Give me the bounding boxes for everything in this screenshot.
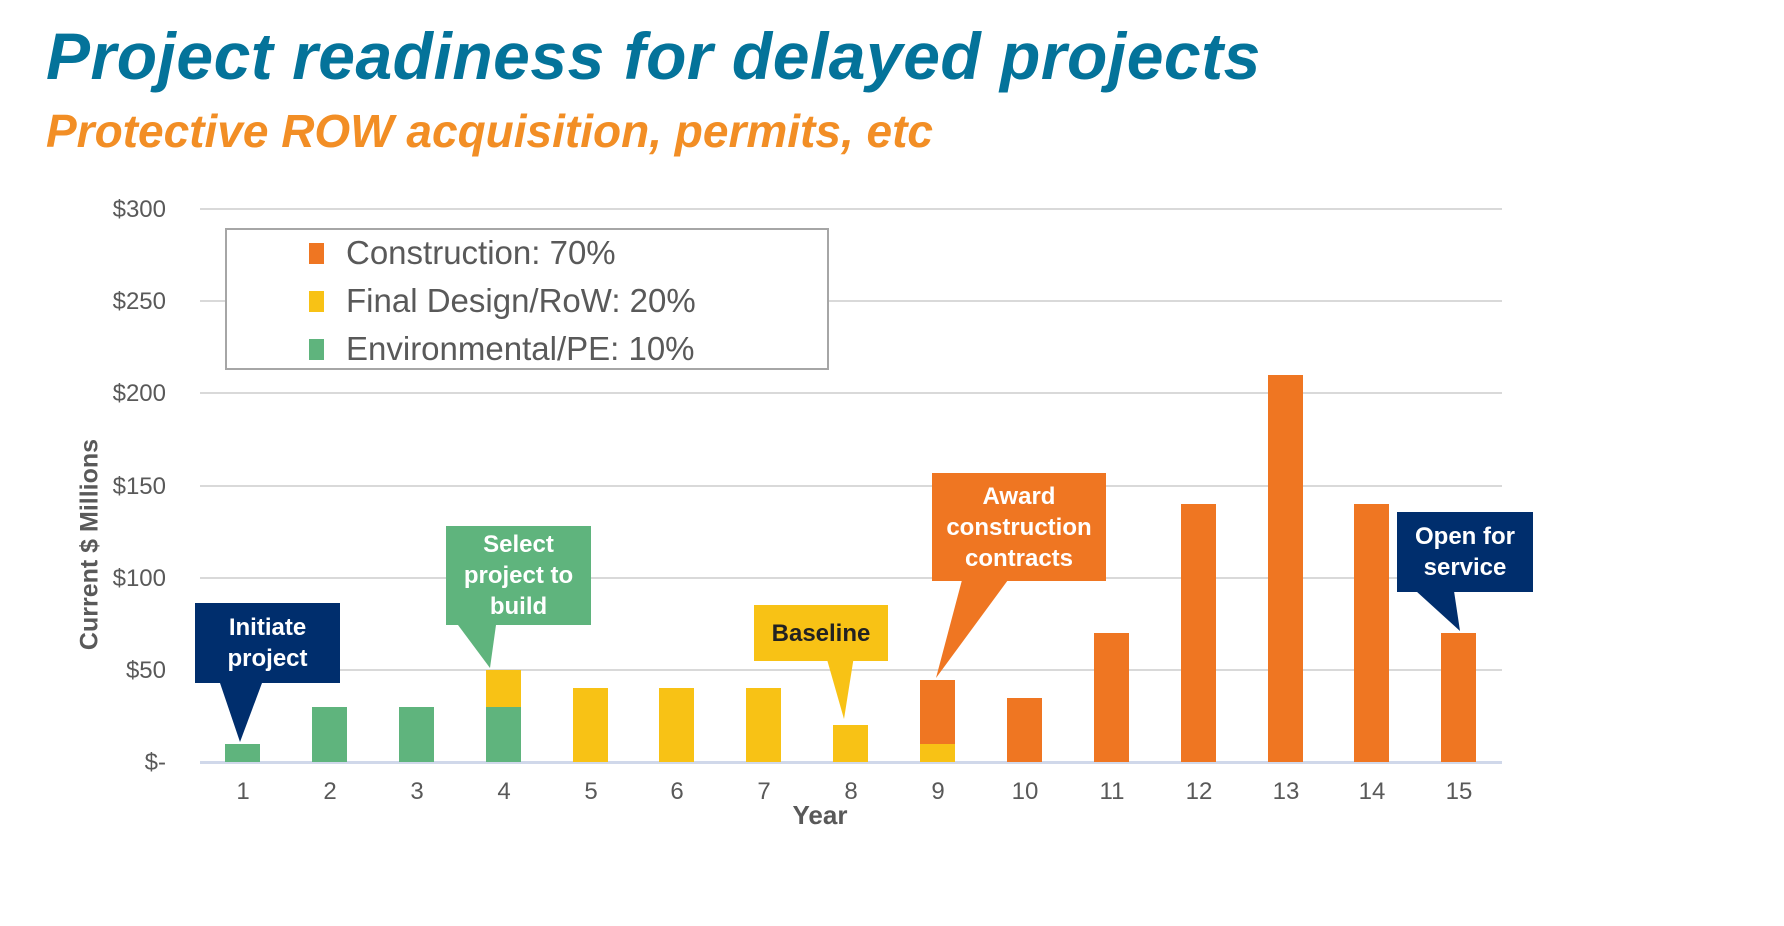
x-tick: 14 — [1358, 778, 1386, 805]
bar-final-design-year-8 — [833, 725, 868, 762]
y-axis-label: Current $ Millions — [75, 438, 104, 651]
legend-label: Environmental/PE: 10% — [346, 330, 695, 367]
legend-label: Construction: 70% — [346, 234, 616, 271]
y-tick: $- — [144, 749, 166, 776]
x-tick: 3 — [410, 778, 424, 805]
x-tick: 1 — [236, 778, 250, 805]
callout-text: Open for service — [1415, 523, 1515, 581]
x-tick: 4 — [497, 778, 511, 805]
x-tick: 13 — [1272, 778, 1300, 805]
x-tick: 12 — [1185, 778, 1213, 805]
gridline-250 — [200, 300, 1502, 302]
x-axis-line — [200, 761, 1502, 764]
gridline-50 — [200, 669, 1502, 671]
x-axis-label: Year — [792, 800, 848, 830]
bar-environmental-year-3 — [399, 707, 434, 762]
x-tick: 7 — [757, 778, 771, 805]
x-tick: 15 — [1445, 778, 1473, 805]
bar-final-design-year-4 — [486, 670, 521, 707]
slide-title: Project readiness for delayed projects — [46, 19, 1261, 93]
x-tick: 8 — [844, 778, 858, 805]
bar-final-design-year-5 — [573, 688, 608, 762]
y-tick: $250 — [112, 288, 166, 315]
bar-final-design-year-6 — [659, 688, 694, 762]
bar-construction-year-14 — [1354, 504, 1389, 762]
callout-award-contracts: Award construction contracts — [932, 473, 1106, 581]
legend-label: Final Design/RoW: 20% — [346, 282, 696, 319]
legend-swatch-environmental — [309, 338, 324, 360]
x-tick: 10 — [1011, 778, 1039, 805]
callout-baseline: Baseline — [754, 605, 888, 661]
legend-item-construction: Construction: 70% — [309, 234, 616, 272]
legend-swatch-construction — [309, 242, 324, 264]
y-tick: $100 — [112, 565, 166, 592]
legend-swatch-final-design — [309, 290, 324, 312]
bar-final-design-year-7 — [746, 688, 781, 762]
bar-construction-year-9 — [920, 680, 955, 744]
bar-construction-year-15 — [1441, 633, 1476, 762]
bar-construction-year-10 — [1007, 698, 1042, 762]
slide-subtitle: Protective ROW acquisition, permits, etc — [46, 105, 933, 157]
gridline-100 — [200, 577, 1502, 579]
callout-text: Initiate project — [227, 614, 308, 672]
bar-construction-year-13 — [1268, 375, 1303, 762]
y-tick: $300 — [112, 196, 166, 223]
bar-construction-year-11 — [1094, 633, 1129, 762]
x-tick: 9 — [931, 778, 945, 805]
x-tick: 11 — [1099, 778, 1125, 805]
y-tick: $50 — [125, 657, 166, 684]
x-tick: 2 — [323, 778, 337, 805]
y-tick: $200 — [112, 380, 166, 407]
callout-open-for-service: Open for service — [1397, 512, 1533, 592]
callout-text: Award construction contracts — [946, 482, 1092, 572]
gridline-300 — [200, 208, 1502, 210]
bar-construction-year-12 — [1181, 504, 1216, 762]
callout-select-project: Select project to build — [446, 526, 591, 625]
x-tick: 5 — [584, 778, 598, 805]
bar-environmental-year-2 — [312, 707, 347, 762]
legend-item-environmental: Environmental/PE: 10% — [309, 330, 695, 368]
gridline-150 — [200, 485, 1502, 487]
x-tick: 6 — [670, 778, 684, 805]
bar-final-design-year-9 — [920, 744, 955, 762]
bar-environmental-year-1 — [225, 744, 260, 762]
callout-initiate-project: Initiate project — [195, 603, 340, 683]
callout-text: Select project to build — [463, 531, 574, 620]
bar-environmental-year-4 — [486, 707, 521, 762]
callout-text: Baseline — [771, 619, 871, 647]
y-tick: $150 — [112, 473, 166, 500]
legend-item-final-design: Final Design/RoW: 20% — [309, 282, 696, 320]
chart-legend: Construction: 70% Final Design/RoW: 20% … — [225, 228, 829, 370]
gridline-200 — [200, 392, 1502, 394]
